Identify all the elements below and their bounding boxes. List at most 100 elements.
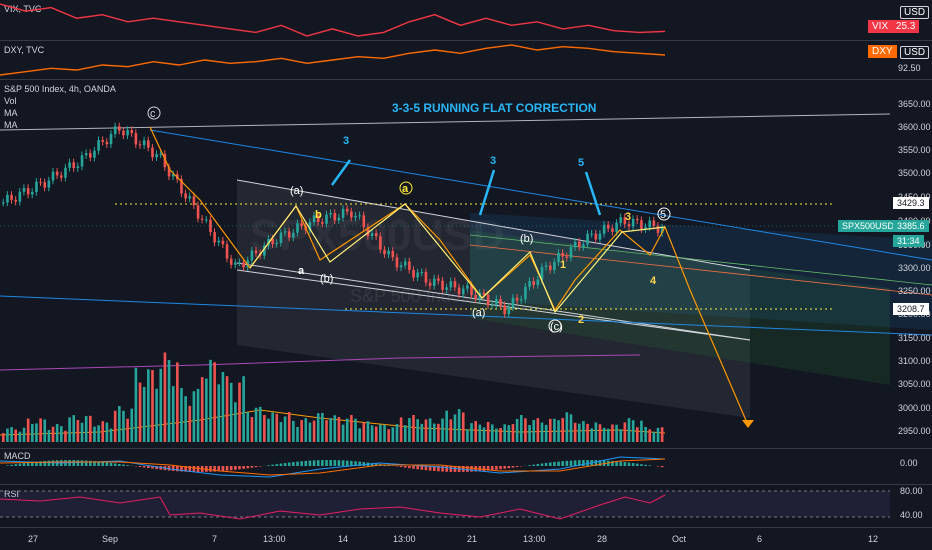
macd-histogram-bar bbox=[408, 466, 411, 469]
candle-body bbox=[225, 244, 229, 259]
macd-histogram-bar bbox=[234, 466, 237, 470]
macd-histogram-bar bbox=[449, 466, 453, 472]
indicator-ma-1: MA bbox=[4, 108, 18, 118]
macd-histogram-bar bbox=[22, 463, 26, 466]
candle-body bbox=[615, 222, 618, 232]
volume-bar bbox=[134, 367, 138, 442]
wave-label-b-paren: (b) bbox=[520, 233, 533, 245]
time-tick: 28 bbox=[597, 534, 608, 544]
macd-histogram-bar bbox=[428, 466, 432, 471]
candle-body bbox=[188, 196, 192, 199]
volume-bar bbox=[254, 407, 258, 442]
macd-histogram-bar bbox=[192, 466, 196, 472]
volume-bar bbox=[329, 418, 332, 442]
candle-body bbox=[2, 202, 5, 204]
dxy-pane[interactable]: DXY, TVC DXY USD 92.50 bbox=[0, 41, 932, 80]
vix-pane[interactable]: VIX, TVC USD VIX 25.3 bbox=[0, 0, 932, 41]
volume-bar bbox=[345, 418, 349, 442]
volume-bar bbox=[420, 423, 424, 442]
candle-body bbox=[453, 281, 457, 288]
volume-bar bbox=[461, 412, 465, 442]
macd-pane[interactable]: MACD 0.00 bbox=[0, 449, 932, 485]
volume-bar bbox=[623, 422, 627, 442]
volume-bar bbox=[18, 431, 22, 442]
macd-histogram-bar bbox=[412, 466, 415, 469]
macd-histogram-bar bbox=[565, 460, 569, 466]
candle-body bbox=[300, 223, 303, 227]
wave-circle-5 bbox=[657, 207, 671, 221]
macd-histogram-bar bbox=[486, 466, 490, 471]
volume-bar bbox=[495, 428, 498, 442]
candle-body bbox=[631, 218, 635, 227]
macd-histogram-bar bbox=[271, 464, 274, 466]
volume-bar bbox=[553, 418, 556, 442]
candle-body bbox=[18, 191, 22, 202]
volume-bar bbox=[43, 419, 47, 442]
candle-body bbox=[528, 281, 531, 287]
volume-bar bbox=[275, 413, 279, 442]
candle-body bbox=[652, 220, 656, 226]
macd-histogram-bar bbox=[598, 460, 602, 466]
volume-bar bbox=[470, 423, 473, 442]
candle-body bbox=[275, 243, 279, 245]
candle-body bbox=[250, 250, 254, 261]
candle-body bbox=[582, 244, 585, 248]
volume-bar bbox=[308, 422, 312, 442]
dxy-currency[interactable]: USD bbox=[900, 46, 930, 59]
vix-currency[interactable]: USD bbox=[900, 6, 930, 19]
candle-body bbox=[242, 262, 245, 268]
macd-histogram-bar bbox=[43, 460, 47, 466]
wave-label-3-yellow: 3 bbox=[625, 211, 631, 223]
projection-arrowhead bbox=[742, 420, 754, 428]
candle-body bbox=[457, 287, 461, 295]
indicator-ma-2: MA bbox=[4, 120, 18, 130]
dxy-series-line bbox=[0, 44, 666, 76]
volume-bar bbox=[490, 424, 494, 442]
candle-body bbox=[449, 281, 453, 288]
volume-bar bbox=[606, 428, 610, 442]
candle-body bbox=[544, 265, 548, 267]
macd-histogram-bar bbox=[225, 466, 229, 471]
macd-histogram-bar bbox=[155, 466, 158, 470]
volume-bar bbox=[196, 388, 200, 442]
wave-label-a-paren-2: (a) bbox=[472, 307, 485, 319]
volume-bar bbox=[22, 427, 26, 442]
volume-bar bbox=[68, 417, 71, 442]
wave-label-b-paren-2: (b) bbox=[320, 273, 333, 285]
macd-histogram-bar bbox=[217, 466, 221, 472]
macd-histogram-bar bbox=[631, 463, 635, 466]
candle-body bbox=[246, 260, 250, 268]
macd-histogram-bar bbox=[287, 462, 291, 466]
candle-body bbox=[337, 217, 341, 221]
volume-bar bbox=[163, 352, 167, 442]
candle-body bbox=[424, 272, 428, 283]
candle-body bbox=[416, 272, 419, 278]
candle-body bbox=[503, 305, 506, 314]
macd-histogram-bar bbox=[180, 466, 183, 472]
macd-histogram-bar bbox=[341, 460, 345, 466]
candle-body bbox=[553, 262, 556, 270]
macd-histogram-bar bbox=[39, 461, 42, 466]
volume-bar bbox=[279, 422, 283, 442]
volume-bar bbox=[47, 430, 51, 442]
macd-histogram-bar bbox=[640, 464, 643, 466]
macd-histogram-bar bbox=[147, 466, 150, 469]
candle-body bbox=[598, 233, 602, 240]
macd-histogram-bar bbox=[292, 462, 295, 466]
candle-body bbox=[287, 231, 291, 238]
rsi-pane[interactable]: RSI 80.00 40.00 bbox=[0, 485, 932, 528]
volume-bar bbox=[113, 410, 117, 442]
volume-bar bbox=[84, 416, 88, 442]
time-axis[interactable]: 27 Sep 7 13:00 14 13:00 21 13:00 28 Oct … bbox=[0, 530, 932, 550]
volume-bar bbox=[379, 424, 382, 442]
main-price-pane[interactable]: S&P 500 Index, 4h, OANDA Vol MA MA 3-3-5… bbox=[0, 80, 932, 449]
candle-body bbox=[118, 126, 121, 131]
volume-bar bbox=[544, 424, 548, 442]
macd-histogram-bar bbox=[515, 466, 519, 467]
macd-histogram-bar bbox=[648, 465, 652, 466]
candle-body bbox=[213, 232, 216, 243]
bottom-trendline bbox=[236, 262, 751, 341]
candle-body bbox=[229, 258, 233, 265]
price-axis[interactable]: 3650.00 3600.00 3550.00 3500.00 3450.00 … bbox=[894, 80, 932, 448]
volume-bar bbox=[238, 382, 241, 442]
